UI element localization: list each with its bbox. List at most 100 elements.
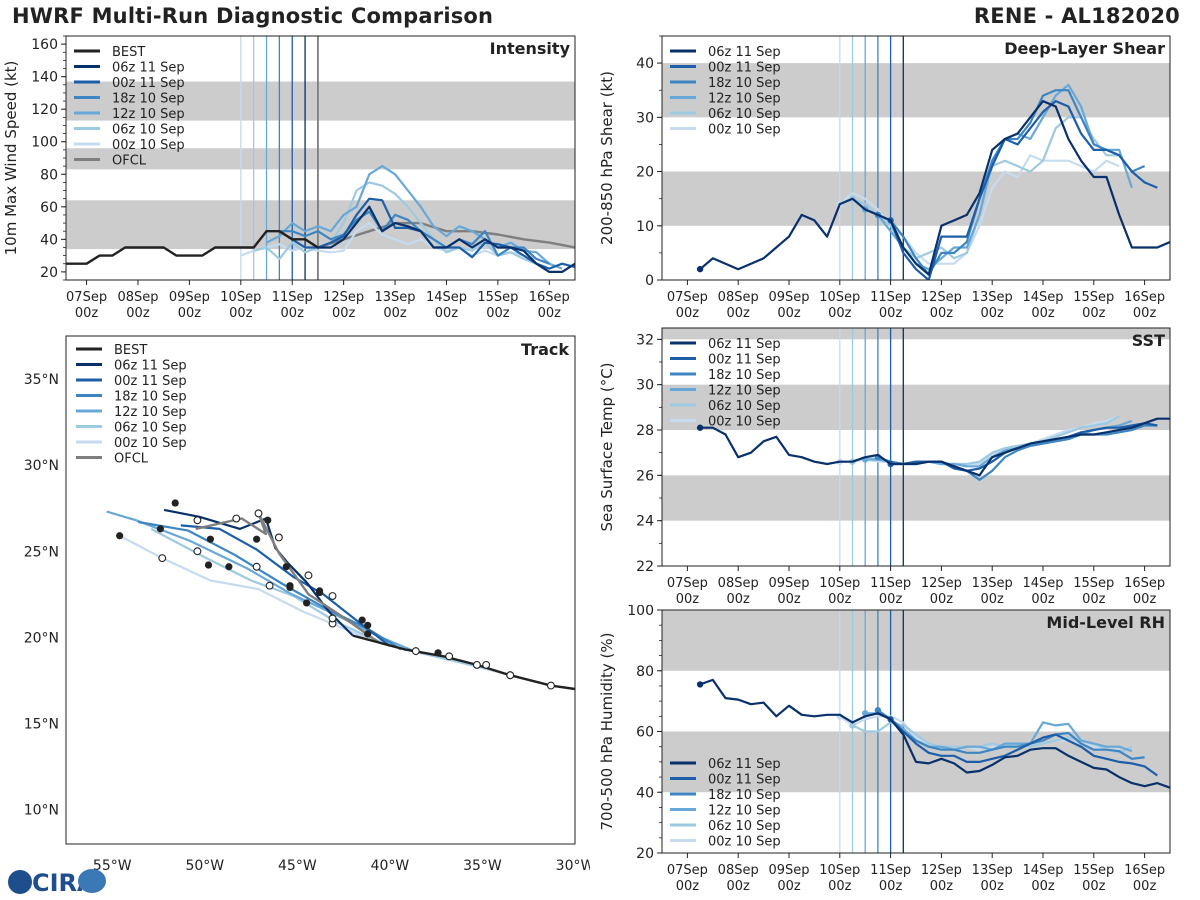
legend-entry: 06z 11 Sep: [112, 61, 185, 76]
y-axis-label: 700-500 hPa Humidity (%): [600, 632, 616, 830]
category-band: [662, 475, 1170, 521]
x-tick-label: 08Sep: [718, 290, 759, 305]
rh-chart: 2040608010007Sep00z08Sep00z09Sep00z10Sep…: [600, 605, 1171, 894]
legend-entry: 00z 11 Sep: [112, 76, 185, 91]
series-line-06z-11-sep: [700, 417, 1170, 477]
series-line-12z-10-sep: [865, 712, 1133, 753]
category-band: [662, 328, 1170, 340]
lat-label: 10°N: [24, 803, 59, 819]
y-tick-label: 60: [40, 200, 58, 216]
y-axis-label: Sea Surface Temp (°C): [600, 362, 616, 531]
y-tick-label: 40: [40, 232, 58, 248]
x-tick-label: 11Sep: [272, 290, 313, 305]
x-tick-label-sub: 00z: [930, 306, 954, 320]
x-tick-label-sub: 00z: [930, 879, 954, 894]
x-tick-label-sub: 00z: [879, 592, 903, 607]
x-tick-label-sub: 00z: [178, 306, 202, 320]
legend-entry: BEST: [114, 343, 147, 358]
x-tick-label: 12Sep: [921, 290, 962, 305]
track-marker-filled: [364, 621, 372, 629]
track-chart: 10°N 15°N 20°N 25°N 30°N 35°N 55°W 50°W 45°W 40°W…: [24, 335, 590, 874]
x-tick-label: 08Sep: [117, 290, 158, 305]
axes-frame: [661, 35, 1171, 281]
track-marker-filled: [204, 561, 213, 569]
x-tick-label: 07Sep: [667, 290, 708, 305]
x-tick-label-sub: 00z: [1031, 592, 1055, 607]
legend-entry: 18z 10 Sep: [708, 368, 781, 383]
lat-label: 15°N: [24, 716, 59, 732]
legend-entry: 06z 11 Sep: [114, 359, 187, 374]
series-line-00z-11-sep: [889, 99, 1158, 280]
series-line-06z-11-sep: [699, 678, 1170, 789]
lat-label: 25°N: [24, 544, 59, 560]
track-marker-filled: [282, 563, 290, 571]
lon-label: 30°W: [556, 858, 590, 874]
track-marker-filled: [171, 499, 179, 507]
x-tick-label: 14Sep: [1022, 576, 1063, 591]
category-band: [66, 200, 575, 250]
legend-entry: 18z 10 Sep: [114, 390, 187, 405]
plot-area: [662, 328, 1170, 566]
cira-logo: CIRA: [8, 869, 106, 897]
series-line-06z-11-sep: [304, 205, 575, 273]
x-tick-label-sub: 00z: [332, 306, 356, 320]
track-marker-filled: [434, 649, 442, 657]
x-tick-label: 13Sep: [972, 576, 1013, 591]
x-tick-label-sub: 00z: [1133, 306, 1157, 320]
chart-title: Track: [521, 340, 569, 359]
legend-entry: 00z 11 Sep: [708, 773, 781, 788]
x-tick-label-sub: 00z: [1133, 879, 1157, 894]
lat-label: 30°N: [24, 458, 59, 474]
track-line-00z-11-sep: [180, 524, 391, 647]
series-start-marker: [849, 722, 856, 729]
x-tick-label: 13Sep: [972, 290, 1013, 305]
y-tick-label: 80: [40, 167, 58, 183]
legend-entry: 12z 10 Sep: [114, 405, 187, 420]
x-tick-label: 16Sep: [529, 290, 570, 305]
track-marker-filled: [358, 616, 366, 624]
shear-chart: 01020304007Sep00z08Sep00z09Sep00z10Sep00…: [600, 35, 1171, 320]
series-start-marker: [874, 707, 882, 714]
track-marker-filled: [253, 535, 261, 543]
y-tick-label: 24: [636, 514, 654, 530]
track-marker-open: [304, 571, 313, 580]
x-tick-label: 15Sep: [1073, 576, 1114, 591]
lat-label: 20°N: [24, 630, 59, 646]
legend-entry: 00z 10 Sep: [708, 415, 781, 430]
x-tick-label-sub: 00z: [281, 306, 305, 320]
plot-area: [66, 36, 575, 280]
x-tick-label-sub: 00z: [981, 306, 1005, 320]
legend-entry: 18z 10 Sep: [112, 92, 185, 107]
x-tick-label-sub: 00z: [1031, 306, 1055, 320]
track-marker-filled: [264, 516, 272, 524]
x-tick-label-sub: 00z: [676, 879, 700, 894]
y-tick-label: 80: [636, 664, 654, 680]
figure-title: HWRF Multi-Run Diagnostic Comparison: [12, 4, 494, 28]
x-tick-label: 14Sep: [1022, 290, 1063, 305]
x-tick-label-sub: 00z: [229, 306, 253, 320]
x-tick-label: 10Sep: [819, 576, 860, 591]
legend-entry: 12z 10 Sep: [708, 384, 781, 399]
x-tick-label-sub: 00z: [75, 306, 99, 320]
x-tick-label-sub: 00z: [383, 306, 407, 320]
track-marker-filled: [315, 588, 324, 597]
y-tick-label: 30: [636, 110, 654, 126]
x-tick-label: 09Sep: [768, 863, 809, 878]
storm-id: RENE - AL182020: [973, 4, 1180, 28]
track-marker-open: [411, 647, 420, 656]
x-tick-label: 10Sep: [819, 290, 860, 305]
x-tick-label: 15Sep: [1073, 863, 1114, 878]
track-marker-filled: [364, 630, 372, 638]
sst-chart: 22242628303207Sep00z08Sep00z09Sep00z10Se…: [600, 327, 1171, 607]
x-tick-label-sub: 00z: [777, 592, 801, 607]
x-tick-label: 14Sep: [1022, 863, 1063, 878]
series-line-00z-10-sep: [839, 154, 1120, 265]
x-tick-label-sub: 00z: [1133, 592, 1157, 607]
y-tick-label: 26: [636, 468, 654, 484]
series-line-06z-10-sep: [253, 181, 537, 265]
plot-area: [106, 499, 575, 691]
x-tick-label-sub: 00z: [727, 592, 751, 607]
x-tick-label: 13Sep: [972, 863, 1013, 878]
y-tick-label: 22: [636, 559, 654, 575]
x-tick-label-sub: 00z: [676, 306, 700, 320]
